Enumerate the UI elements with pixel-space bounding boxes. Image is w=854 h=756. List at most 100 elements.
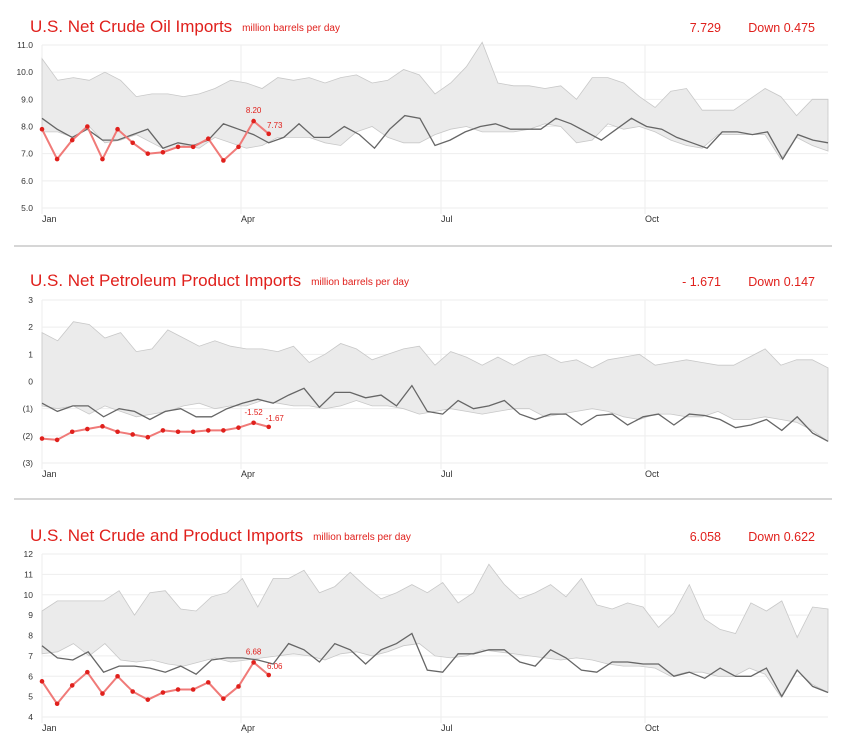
x-tick-label: Apr	[241, 723, 255, 733]
y-tick-label: 9.0	[21, 94, 33, 104]
x-tick-label: Jan	[42, 214, 57, 224]
current-year-point	[190, 144, 196, 150]
five-year-average-line	[41, 114, 829, 161]
current-year-point	[175, 144, 181, 150]
y-tick-label: (3)	[23, 458, 34, 468]
current-year-point	[85, 124, 90, 129]
current-year-point	[39, 126, 45, 132]
current-year-point	[251, 660, 256, 665]
current-year-point	[85, 426, 90, 432]
current-year-line	[41, 421, 269, 441]
y-tick-label: 6	[28, 671, 33, 681]
five-year-average-line	[41, 384, 829, 442]
current-year-point	[190, 429, 196, 435]
current-year-point	[266, 672, 272, 678]
chart-panel-3: U.S. Net Crude and Product Imports millio…	[24, 526, 829, 733]
chart-unit: million barrels per day	[311, 277, 409, 288]
current-year-point	[69, 137, 75, 143]
y-tick-label: 5	[28, 692, 33, 702]
x-tick-label: Jan	[42, 723, 57, 733]
y-tick-label: 0	[28, 377, 33, 387]
x-tick-label: Oct	[645, 469, 660, 479]
y-tick-label: 5.0	[21, 203, 33, 213]
current-year-point	[251, 420, 256, 426]
current-year-point	[236, 425, 241, 430]
chart-panel-2: U.S. Net Petroleum Product Imports millio…	[14, 271, 832, 500]
y-tick-label: 7	[28, 651, 33, 661]
x-tick-label: Apr	[241, 214, 255, 224]
current-year-point	[115, 673, 120, 679]
y-tick-label: 8.0	[21, 122, 33, 132]
x-tick-label: Jul	[441, 723, 453, 733]
current-year-point	[100, 691, 105, 696]
current-year-point	[115, 126, 120, 132]
y-tick-label: 2	[28, 322, 33, 332]
chart-title: U.S. Net Crude Oil Imports	[30, 17, 232, 36]
x-tick-label: Oct	[645, 214, 660, 224]
current-year-point	[100, 424, 105, 429]
current-year-point	[130, 689, 135, 694]
current-year-point	[69, 429, 75, 435]
y-tick-label: 11.0	[17, 40, 33, 50]
current-year-point	[205, 136, 211, 142]
current-year-point	[221, 428, 226, 433]
y-tick-label: 3	[28, 295, 33, 305]
current-year-point	[69, 683, 75, 688]
current-year-point	[236, 684, 241, 689]
y-tick-label: 7.0	[21, 149, 33, 159]
current-year-point	[54, 701, 60, 707]
x-tick-label: Oct	[645, 723, 660, 733]
y-tick-label: (1)	[23, 404, 34, 414]
y-tick-label: 9	[28, 610, 33, 620]
chart-title: U.S. Net Crude and Product Imports	[30, 526, 303, 545]
y-tick-label: (2)	[23, 431, 34, 441]
current-year-point	[160, 690, 166, 695]
current-value: 7.729	[690, 21, 721, 35]
current-year-point	[85, 669, 90, 675]
y-tick-label: 10	[24, 590, 34, 600]
current-year-point	[39, 436, 45, 441]
weekly-change: Down 0.475	[748, 21, 815, 35]
current-year-point	[205, 428, 211, 433]
current-year-point	[160, 428, 166, 433]
current-year-point	[266, 424, 272, 430]
y-tick-label: 12	[24, 549, 34, 559]
data-label-peak: 8.20	[246, 106, 262, 115]
chart-unit: million barrels per day	[313, 532, 411, 543]
current-value: - 1.671	[682, 275, 721, 289]
current-year-point	[145, 434, 151, 440]
current-year-line	[41, 660, 270, 706]
current-year-point	[251, 118, 256, 124]
current-year-point	[54, 156, 60, 162]
current-year-point	[236, 144, 241, 150]
y-tick-label: 10.0	[16, 67, 33, 77]
current-year-point	[145, 151, 151, 156]
data-label-latest: 7.73	[267, 121, 283, 130]
current-year-point	[130, 432, 135, 437]
current-year-point	[175, 687, 181, 692]
current-year-point	[145, 697, 151, 702]
five-year-range-band	[41, 563, 829, 698]
weekly-change: Down 0.622	[748, 530, 815, 544]
five-year-average-line	[41, 632, 829, 698]
weekly-change: Down 0.147	[748, 275, 815, 289]
current-year-point	[175, 429, 181, 435]
current-year-point	[100, 156, 105, 162]
data-label-latest: 6.06	[267, 662, 283, 671]
current-year-point	[190, 687, 196, 692]
y-tick-label: 1	[28, 349, 33, 359]
current-year-point	[221, 696, 226, 701]
five-year-range-band	[41, 41, 829, 160]
x-tick-label: Apr	[241, 469, 255, 479]
current-year-point	[160, 150, 166, 155]
data-label-peak: 6.68	[246, 647, 262, 656]
y-tick-label: 6.0	[21, 176, 33, 186]
current-value: 6.058	[690, 530, 721, 544]
data-label-latest: -1.67	[266, 414, 285, 423]
y-tick-label: 11	[24, 569, 33, 579]
current-year-point	[205, 680, 211, 685]
current-year-point	[266, 131, 272, 137]
x-tick-label: Jul	[441, 469, 453, 479]
data-label-peak: -1.52	[244, 408, 263, 417]
